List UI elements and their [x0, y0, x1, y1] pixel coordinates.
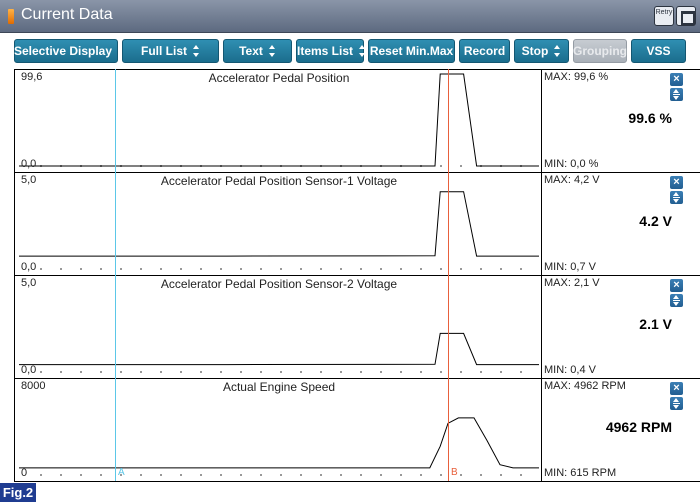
- axis-max-label: 99,6: [21, 71, 43, 83]
- figure-label: Fig.2: [0, 483, 36, 502]
- data-series-line: [19, 332, 539, 366]
- expand-icon[interactable]: [670, 397, 683, 410]
- value-panel-sensor-1-voltage: MAX: 4,2 V 4.2 V MIN: 0,7 V ×: [542, 172, 700, 275]
- cursor-a-line[interactable]: [115, 69, 116, 481]
- spinner-icon: [193, 45, 200, 57]
- expand-icon[interactable]: [670, 294, 683, 307]
- data-series-line: [19, 73, 539, 167]
- axis-min-label: 0,0: [21, 261, 37, 273]
- min-value: MIN: 0,4 V: [544, 364, 596, 376]
- value-panel-sensor-2-voltage: MAX: 2,1 V 2.1 V MIN: 0,4 V ×: [542, 275, 700, 378]
- min-value: MIN: 0,7 V: [544, 261, 596, 273]
- panel-title: Accelerator Pedal Position Sensor-2 Volt…: [160, 277, 398, 291]
- close-icon[interactable]: ×: [670, 176, 683, 189]
- text-dropdown[interactable]: Text: [223, 39, 292, 63]
- line-graph: [19, 73, 539, 167]
- title-bar: Current Data Retry: [0, 0, 700, 33]
- retry-button[interactable]: Retry: [654, 6, 674, 26]
- maximize-button[interactable]: [676, 6, 696, 26]
- close-icon[interactable]: ×: [670, 279, 683, 292]
- record-button[interactable]: Record: [459, 39, 510, 63]
- value-panel-pedal-position: MAX: 99,6 % 99.6 % MIN: 0,0 % ×: [542, 69, 700, 172]
- selective-display-label: Selective Display: [13, 44, 113, 58]
- full-list-label: Full List: [141, 44, 187, 58]
- grouping-button[interactable]: Grouping: [573, 39, 627, 63]
- axis-max-label: 5,0: [21, 277, 37, 289]
- expand-icon[interactable]: [670, 88, 683, 101]
- stop-label: Stop: [521, 44, 549, 58]
- max-value: MAX: 4,2 V: [544, 174, 600, 186]
- graph-panel-sensor-1-voltage: 5,0 0,0 Accelerator Pedal Position Senso…: [15, 172, 543, 275]
- max-value: MAX: 4962 RPM: [544, 380, 626, 392]
- stop-dropdown[interactable]: Stop: [514, 39, 569, 63]
- app-icon: [8, 9, 14, 24]
- text-label: Text: [239, 44, 263, 58]
- data-series-line: [19, 417, 539, 469]
- full-list-dropdown[interactable]: Full List: [122, 39, 219, 63]
- axis-min-label: 0,0: [21, 364, 37, 376]
- spinner-icon: [359, 45, 365, 57]
- axis-max-label: 5,0: [21, 174, 37, 186]
- min-value: MIN: 615 RPM: [544, 467, 617, 479]
- cursor-a-label: A: [118, 467, 125, 478]
- spinner-icon: [554, 45, 561, 57]
- axis-min-label: 0: [21, 467, 28, 479]
- bottom-border: [14, 481, 700, 482]
- reset-min-max-button[interactable]: Reset Min.Max: [368, 39, 455, 63]
- axis-max-label: 8000: [21, 380, 46, 392]
- close-icon[interactable]: ×: [670, 73, 683, 86]
- graph-area: 99,6 0,0 Accelerator Pedal Position 5,0 …: [14, 69, 543, 481]
- close-icon[interactable]: ×: [670, 382, 683, 395]
- graph-panel-sensor-2-voltage: 5,0 0,0 Accelerator Pedal Position Senso…: [15, 275, 543, 378]
- panel-title: Accelerator Pedal Position Sensor-1 Volt…: [160, 174, 398, 188]
- panel-title: Actual Engine Speed: [222, 380, 336, 394]
- panel-title: Accelerator Pedal Position: [208, 71, 350, 85]
- graph-panel-engine-speed: 8000 0 Actual Engine Speed: [15, 378, 543, 481]
- axis-min-label: 0,0: [21, 158, 37, 170]
- current-value: 99.6 %: [628, 110, 672, 126]
- line-graph: [19, 332, 539, 373]
- graph-panel-pedal-position: 99,6 0,0 Accelerator Pedal Position: [15, 69, 543, 172]
- spinner-icon: [268, 45, 276, 57]
- current-value: 4962 RPM: [605, 419, 672, 435]
- cursor-b-line[interactable]: [448, 69, 449, 481]
- cursor-b-label: B: [451, 467, 458, 478]
- toolbar: Selective Display Full List Text Items L…: [0, 33, 700, 69]
- expand-icon[interactable]: [670, 191, 683, 204]
- line-graph: [19, 417, 539, 476]
- value-panel-engine-speed: MAX: 4962 RPM 4962 RPM MIN: 615 RPM ×: [542, 378, 700, 481]
- items-list-label: Items List: [297, 44, 354, 58]
- current-value: 2.1 V: [639, 316, 672, 332]
- data-series-line: [19, 191, 539, 257]
- min-value: MIN: 0,0 %: [544, 158, 599, 170]
- selective-display-dropdown[interactable]: Selective Display: [13, 39, 125, 63]
- current-value: 4.2 V: [639, 213, 672, 229]
- line-graph: [19, 191, 539, 270]
- window-title: Current Data: [21, 6, 113, 23]
- items-list-dropdown[interactable]: Items List: [296, 39, 365, 63]
- max-value: MAX: 99,6 %: [544, 71, 609, 83]
- vss-button[interactable]: VSS: [631, 39, 686, 63]
- max-value: MAX: 2,1 V: [544, 277, 600, 289]
